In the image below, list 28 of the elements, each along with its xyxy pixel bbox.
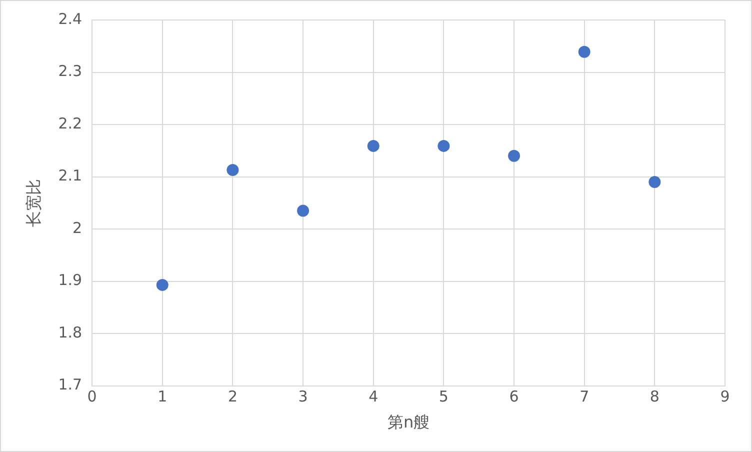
point	[226, 164, 239, 176]
point	[578, 46, 590, 58]
point	[438, 140, 450, 152]
y-tick-label: 2	[72, 218, 82, 237]
y-tick-label: 1.9	[58, 271, 82, 290]
y-tick-label: 2.2	[58, 114, 82, 132]
point	[156, 278, 168, 291]
point	[297, 204, 310, 217]
x-tick-label: 3	[298, 388, 308, 406]
x-tick-label: 9	[720, 388, 730, 406]
point	[648, 176, 661, 188]
y-tick-label: 1.8	[58, 323, 82, 342]
x-tick-label: 1	[158, 388, 168, 406]
x-tick-label: 7	[580, 388, 590, 406]
x-tick-label: 0	[87, 388, 97, 406]
y-tick-label: 2.3	[58, 62, 82, 80]
y-tick-label: 2.4	[58, 10, 82, 28]
point	[367, 140, 380, 152]
point	[508, 150, 520, 162]
y-axis-title: 长宽比	[24, 178, 43, 227]
x-axis-title: 第n艘	[387, 412, 430, 432]
x-tick-label: 5	[438, 388, 448, 406]
x-tick-label: 4	[368, 388, 378, 406]
x-tick-label: 2	[228, 388, 238, 406]
y-tick-label: 1.7	[58, 376, 82, 394]
x-tick-label: 8	[650, 388, 660, 406]
y-tick-label: 2.1	[58, 166, 82, 185]
x-tick-label: 6	[509, 388, 519, 406]
